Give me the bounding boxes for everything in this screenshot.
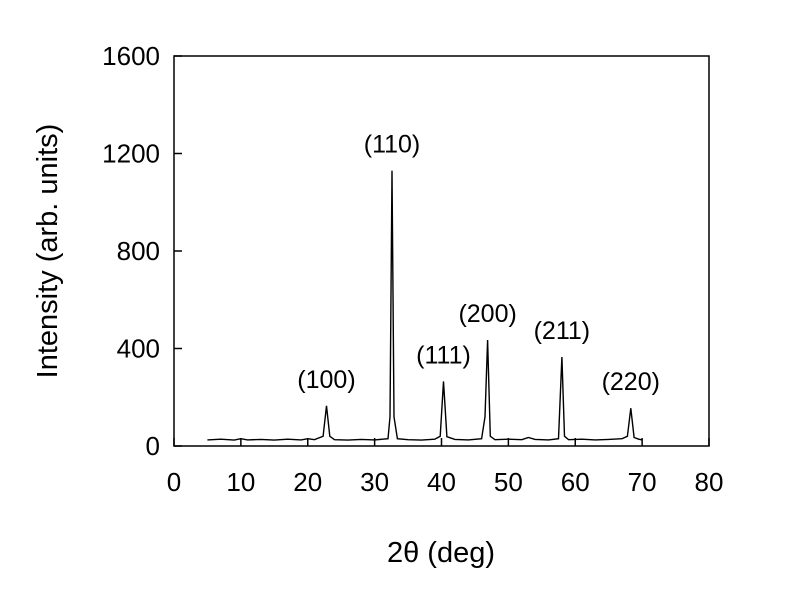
y-tick-label: 0 <box>146 431 160 461</box>
peak-label: (111) <box>416 341 471 369</box>
x-tick-label: 40 <box>427 467 456 497</box>
y-tick-label: 1200 <box>102 139 160 169</box>
peak-label: (110) <box>364 131 421 159</box>
peak-label: (200) <box>458 300 516 328</box>
x-tick-label: 20 <box>293 467 322 497</box>
x-tick-label: 10 <box>226 467 255 497</box>
peak-annotations: (100) (110) (111) (200) (211) (220) <box>297 131 660 397</box>
y-axis-tick-labels: 0 400 800 1200 1600 <box>102 41 160 461</box>
x-tick-label: 50 <box>494 467 523 497</box>
peak-label: (100) <box>297 366 355 394</box>
x-tick-label: 60 <box>561 467 590 497</box>
x-axis-title: 2θ (deg) <box>387 537 495 569</box>
x-tick-label: 80 <box>695 467 724 497</box>
y-tick-label: 1600 <box>102 41 160 71</box>
y-axis-ticks <box>174 55 182 447</box>
x-axis-tick-labels: 0 10 20 30 40 50 60 70 80 <box>167 467 724 497</box>
y-axis-title: Intensity (arb. units) <box>32 124 64 379</box>
x-tick-label: 70 <box>628 467 657 497</box>
y-tick-label: 400 <box>117 334 160 364</box>
x-tick-label: 30 <box>360 467 389 497</box>
x-tick-label: 0 <box>167 467 181 497</box>
y-tick-label: 800 <box>117 236 160 266</box>
series-line <box>207 170 643 441</box>
peak-label: (220) <box>602 368 660 396</box>
peak-label: (211) <box>534 317 591 345</box>
